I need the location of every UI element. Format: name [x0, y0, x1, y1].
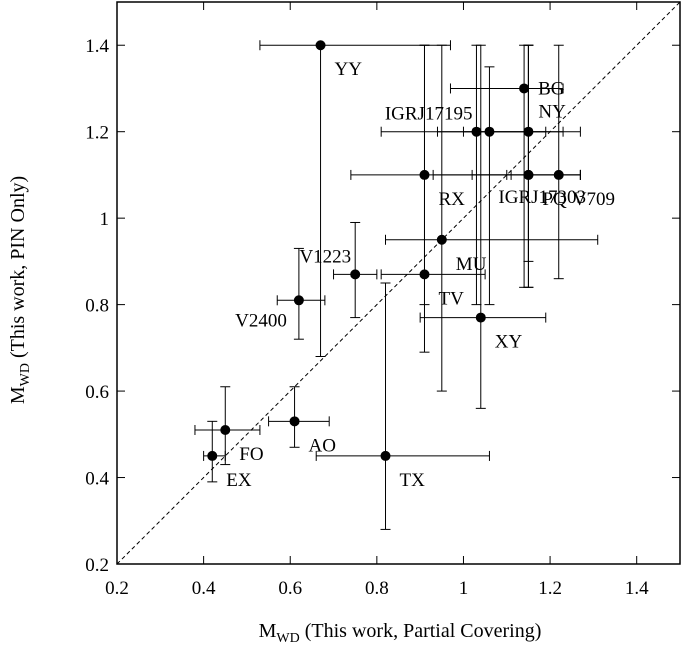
point-label: AO	[309, 435, 336, 456]
data-point	[293, 295, 304, 306]
point-label: NY	[538, 102, 566, 123]
point-label: BG	[538, 78, 565, 99]
point-label: FO	[239, 444, 263, 465]
y-axis-title-sub: WD	[18, 363, 33, 386]
data-point	[519, 83, 530, 94]
y-axis-ticks: 0.2 0.4 0.6 0.8 1 1.2 1.4	[85, 36, 680, 576]
y-tick-label: 1.4	[85, 36, 109, 57]
y-tick-label: 1.2	[85, 123, 109, 144]
y-tick-label: 1	[100, 209, 110, 230]
reference-line	[116, 1, 681, 565]
x-axis-title-sub: WD	[276, 631, 299, 646]
data-point	[207, 450, 218, 461]
data-point	[315, 40, 326, 51]
y-axis-title-rest: (This work, PIN Only)	[7, 176, 29, 363]
x-tick-label: 1.4	[625, 578, 649, 599]
x-tick-label: 0.8	[365, 578, 389, 599]
data-point	[471, 126, 482, 137]
data-point	[419, 269, 430, 280]
data-point	[523, 169, 534, 180]
data-points	[207, 40, 564, 461]
data-point	[220, 424, 231, 435]
point-label: IGRJ17303	[498, 187, 586, 208]
data-point	[436, 234, 447, 245]
point-label: MU	[456, 254, 487, 275]
point-label: RX	[438, 189, 465, 210]
data-point	[419, 169, 430, 180]
point-label: V2400	[235, 310, 287, 331]
x-tick-label: 1.2	[538, 578, 562, 599]
y-axis-title-main: M	[7, 386, 29, 404]
x-axis-ticks: 0.2 0.4 0.6 0.8 1 1.2 1.4	[105, 2, 649, 599]
y-tick-label: 0.8	[85, 296, 109, 317]
data-point	[553, 169, 564, 180]
data-point	[475, 312, 486, 323]
point-label: TV	[438, 288, 464, 309]
point-label: XY	[495, 332, 523, 353]
data-point	[350, 269, 361, 280]
x-tick-label: 0.2	[105, 578, 129, 599]
plot-frame	[116, 1, 681, 565]
x-axis-title-main: M	[259, 620, 277, 642]
point-label: V709	[573, 189, 615, 210]
x-axis-title-rest: (This work, Partial Covering)	[300, 620, 542, 642]
point-label: PQ	[542, 189, 567, 210]
data-point	[289, 416, 300, 427]
x-axis-title: MWD (This work, Partial Covering)	[259, 620, 542, 646]
x-tick-label: 0.4	[192, 578, 216, 599]
data-point	[484, 126, 495, 137]
data-point	[380, 450, 391, 461]
point-label: TX	[400, 470, 426, 491]
y-equals-x-line	[116, 1, 681, 565]
point-label: EX	[226, 470, 252, 491]
point-label: V1223	[299, 246, 351, 267]
y-tick-label: 0.4	[85, 469, 109, 490]
data-point	[523, 126, 534, 137]
y-tick-label: 0.6	[85, 382, 109, 403]
x-tick-label: 1	[459, 578, 469, 599]
y-axis-title: MWD (This work, PIN Only)	[7, 176, 33, 404]
plot-border	[116, 1, 681, 565]
point-label: YY	[335, 59, 363, 80]
y-tick-label: 0.2	[85, 555, 109, 576]
x-tick-label: 0.6	[278, 578, 302, 599]
point-label: IGRJ17195	[385, 104, 473, 125]
